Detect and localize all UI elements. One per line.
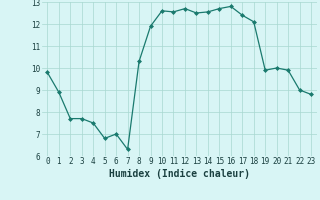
X-axis label: Humidex (Indice chaleur): Humidex (Indice chaleur) xyxy=(109,169,250,179)
